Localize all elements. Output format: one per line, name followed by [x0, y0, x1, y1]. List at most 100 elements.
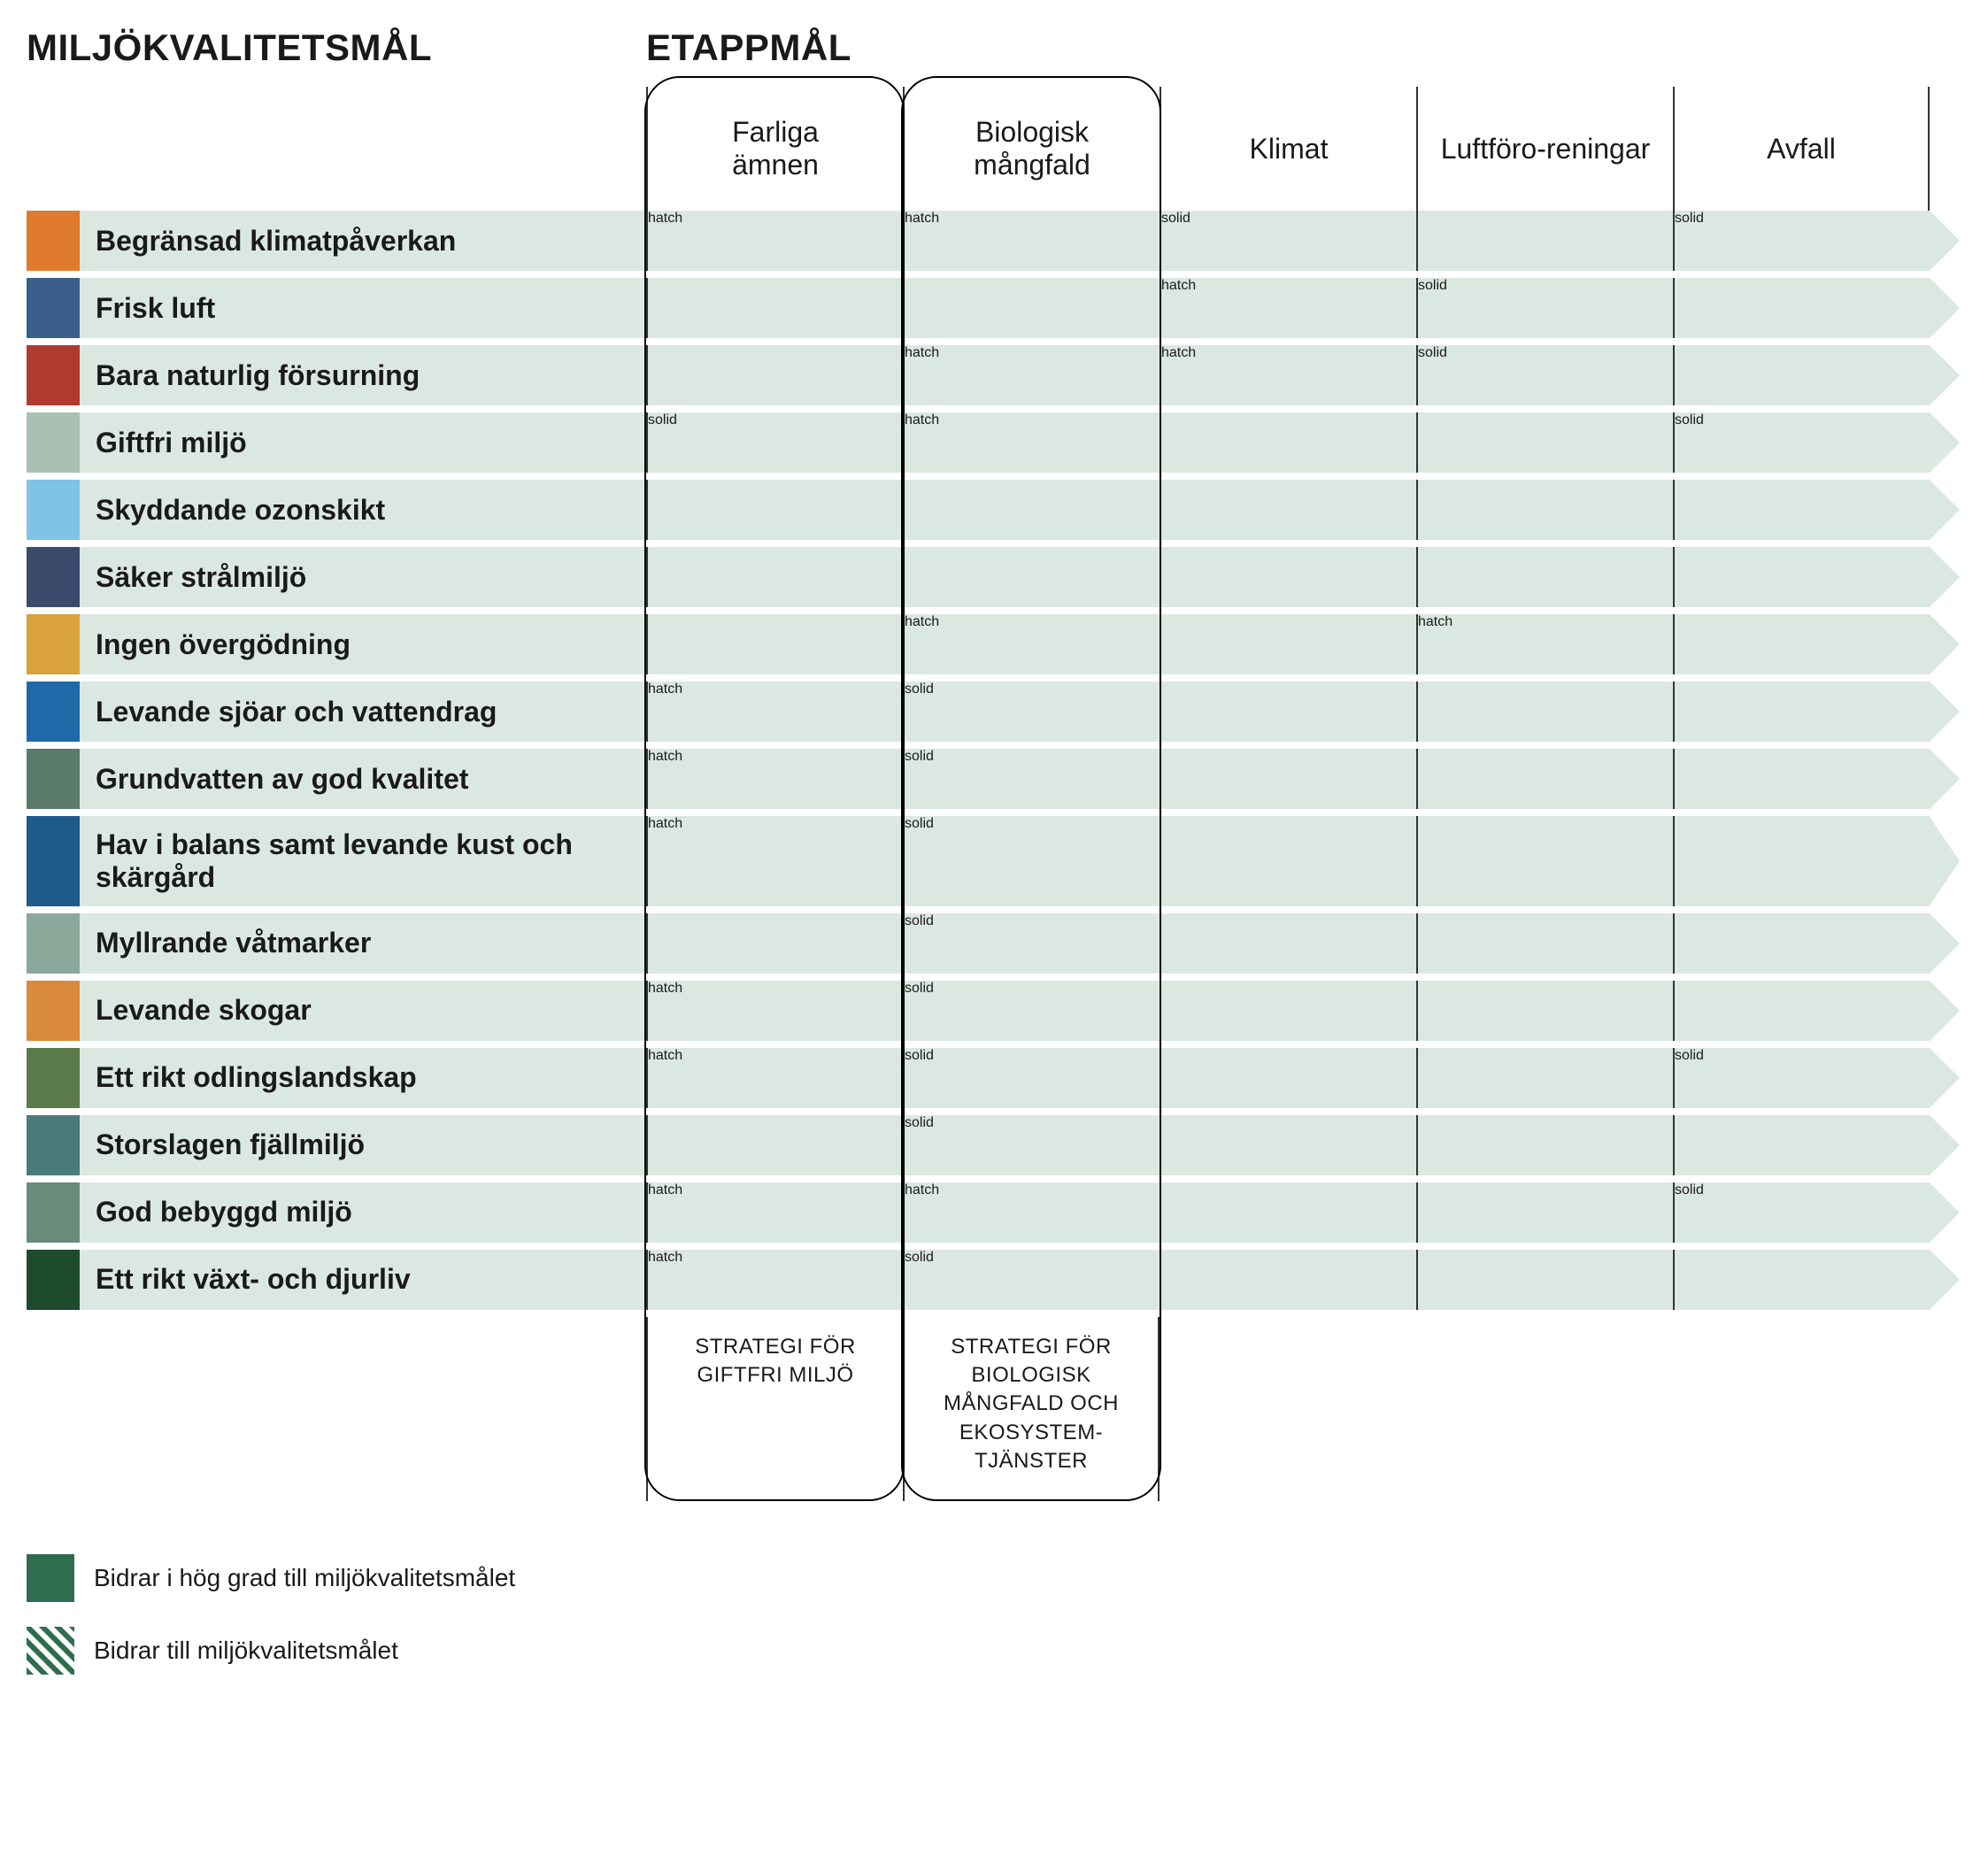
row-label-wrap: Ett rikt växt- och djurliv	[27, 1250, 646, 1310]
row-label-wrap: Hav i balans samt levande kust och skärg…	[27, 816, 646, 906]
legend-swatch-solid	[27, 1554, 74, 1602]
column-headers: FarligaämnenBiologiskmångfaldKlimatLuftf…	[27, 87, 1961, 211]
row-label-wrap: Skyddande ozonskikt	[27, 480, 646, 540]
cell	[1160, 1182, 1416, 1243]
cell	[903, 547, 1160, 607]
arrow-end-icon	[1930, 1250, 1960, 1310]
cell	[1673, 278, 1930, 338]
column-footers: STRATEGI FÖR GIFTFRI MILJÖSTRATEGI FÖR B…	[27, 1317, 1961, 1501]
cell	[1416, 1250, 1673, 1310]
row-label: Hav i balans samt levande kust och skärg…	[80, 816, 646, 906]
table-row: Levande skogarhatchsolid	[27, 981, 1961, 1041]
table-row: Levande sjöar och vattendraghatchsolid	[27, 682, 1961, 742]
cell	[1673, 981, 1930, 1041]
grid: FarligaämnenBiologiskmångfaldKlimatLuftf…	[27, 87, 1961, 1501]
cell	[1673, 913, 1930, 974]
legend-item-hatch: Bidrar till miljökvalitetsmålet	[27, 1627, 1961, 1675]
cell: hatch	[646, 749, 903, 809]
cell	[646, 614, 903, 674]
cell: hatch	[646, 682, 903, 742]
row-label: Levande sjöar och vattendrag	[80, 682, 646, 742]
cell	[646, 547, 903, 607]
cell	[1673, 345, 1930, 405]
cell: solid	[1160, 211, 1416, 271]
arrow-end-icon	[1930, 412, 1960, 473]
row-label: Levande skogar	[80, 981, 646, 1041]
cell: solid	[1416, 278, 1673, 338]
row-icon	[27, 614, 80, 674]
cell: hatch	[903, 211, 1160, 271]
cell	[1160, 749, 1416, 809]
arrow-end-icon	[1930, 817, 1960, 905]
cell: hatch	[646, 1250, 903, 1310]
cell	[1160, 1115, 1416, 1175]
cell	[646, 345, 903, 405]
cell	[1416, 913, 1673, 974]
cell	[1160, 816, 1416, 906]
row-label: Ett rikt växt- och djurliv	[80, 1250, 646, 1310]
arrow-end-icon	[1930, 211, 1960, 271]
table-row: God bebyggd miljöhatchhatchsolid	[27, 1182, 1961, 1243]
row-icon	[27, 1250, 80, 1310]
cell: solid	[903, 816, 1160, 906]
row-label: Myllrande våtmarker	[80, 913, 646, 974]
table-row: Myllrande våtmarker solid	[27, 913, 1961, 974]
arrow-end-icon	[1930, 682, 1960, 742]
row-label-wrap: Storslagen fjällmiljö	[27, 1115, 646, 1175]
table-row: Begränsad klimatpåverkanhatchhatchsolids…	[27, 211, 1961, 271]
cell	[1673, 816, 1930, 906]
column-footer	[1416, 1317, 1673, 1501]
legend-label-solid: Bidrar i hög grad till miljökvalitetsmål…	[94, 1564, 515, 1592]
cell	[1673, 614, 1930, 674]
row-label-wrap: Bara naturlig försurning	[27, 345, 646, 405]
table-row: Bara naturlig försurninghatchhatchsolid	[27, 345, 1961, 405]
column-header: Klimat	[1160, 87, 1416, 211]
column-footer	[1673, 1317, 1930, 1501]
table-row: Ingen övergödninghatchhatch	[27, 614, 1961, 674]
cell: solid	[903, 913, 1160, 974]
row-icon	[27, 1048, 80, 1108]
cell	[1160, 981, 1416, 1041]
cell: hatch	[903, 412, 1160, 473]
cell: solid	[1673, 1048, 1930, 1108]
arrow-end-icon	[1930, 1115, 1960, 1175]
cell: solid	[903, 749, 1160, 809]
row-label: Grundvatten av god kvalitet	[80, 749, 646, 809]
arrow-end-icon	[1930, 1182, 1960, 1243]
cell: hatch	[1160, 345, 1416, 405]
header-right: ETAPPMÅL	[646, 27, 851, 69]
row-label-wrap: Levande sjöar och vattendrag	[27, 682, 646, 742]
cell: hatch	[646, 1048, 903, 1108]
legend-swatch-hatch	[27, 1627, 74, 1675]
cell	[1416, 981, 1673, 1041]
cell: hatch	[646, 981, 903, 1041]
cell: hatch	[646, 211, 903, 271]
arrow-end-icon	[1930, 614, 1960, 674]
row-label: Giftfri miljö	[80, 412, 646, 473]
row-label-wrap: Begränsad klimatpåverkan	[27, 211, 646, 271]
header-left: MILJÖKVALITETSMÅL	[27, 27, 646, 69]
table-row: Ett rikt odlingslandskaphatchsolidsolid	[27, 1048, 1961, 1108]
row-label: Begränsad klimatpåverkan	[80, 211, 646, 271]
cell	[1160, 480, 1416, 540]
table-row: Skyddande ozonskikt	[27, 480, 1961, 540]
row-label: Ett rikt odlingslandskap	[80, 1048, 646, 1108]
row-icon	[27, 412, 80, 473]
row-icon	[27, 278, 80, 338]
column-footer: STRATEGI FÖR BIOLOGISK MÅNGFALD OCH EKOS…	[903, 1317, 1160, 1501]
cell: solid	[1673, 1182, 1930, 1243]
row-icon	[27, 981, 80, 1041]
row-label-wrap: Ett rikt odlingslandskap	[27, 1048, 646, 1108]
row-label-wrap: Frisk luft	[27, 278, 646, 338]
row-icon	[27, 1182, 80, 1243]
cell: solid	[903, 1115, 1160, 1175]
cell: hatch	[646, 1182, 903, 1243]
row-icon	[27, 749, 80, 809]
row-icon	[27, 1115, 80, 1175]
row-label: Bara naturlig försurning	[80, 345, 646, 405]
cell	[1416, 1182, 1673, 1243]
row-label: Ingen övergödning	[80, 614, 646, 674]
cell: solid	[903, 1250, 1160, 1310]
row-label-wrap: Giftfri miljö	[27, 412, 646, 473]
column-header: Biologiskmångfald	[903, 87, 1160, 211]
